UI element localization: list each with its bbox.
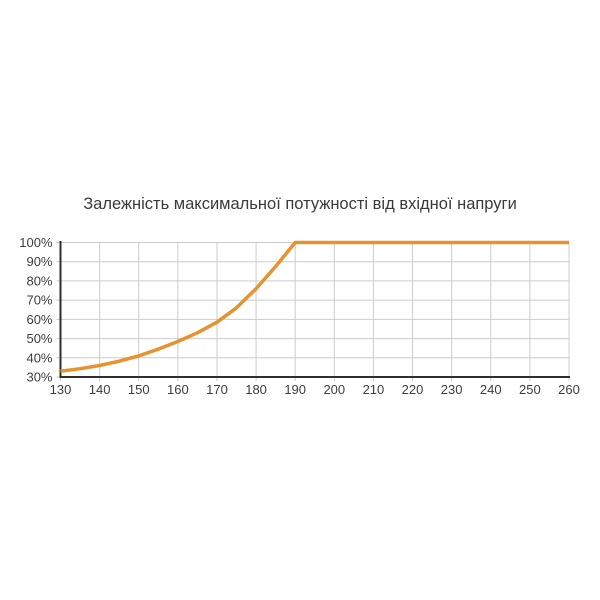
x-axis-label: 200	[323, 382, 345, 397]
y-axis-label: 70%	[26, 293, 52, 308]
x-axis-label: 190	[284, 382, 306, 397]
series-line-max-power	[60, 240, 569, 373]
x-axis-label: 260	[558, 382, 580, 397]
x-axis-label: 230	[441, 382, 463, 397]
y-axis-label: 60%	[26, 312, 52, 327]
y-axis-label: 100%	[19, 235, 53, 250]
x-axis-label: 170	[206, 382, 228, 397]
x-axis-label: 150	[128, 382, 150, 397]
y-axis-label: 80%	[26, 273, 52, 288]
x-axis-label: 140	[89, 382, 111, 397]
y-axis-label: 40%	[26, 350, 52, 365]
y-axis-label: 30%	[26, 370, 52, 385]
x-axis-label: 250	[519, 382, 541, 397]
chart-title: Залежність максимальної потужності від в…	[83, 195, 517, 213]
x-axis-label: 160	[167, 382, 189, 397]
x-axis-label: 210	[363, 382, 385, 397]
x-axis-label: 240	[480, 382, 502, 397]
x-axis-label: 130	[50, 382, 72, 397]
y-axis-label: 90%	[26, 254, 52, 269]
x-axis-label: 180	[245, 382, 267, 397]
y-axis-label: 50%	[26, 331, 52, 346]
x-axis-label: 220	[402, 382, 424, 397]
